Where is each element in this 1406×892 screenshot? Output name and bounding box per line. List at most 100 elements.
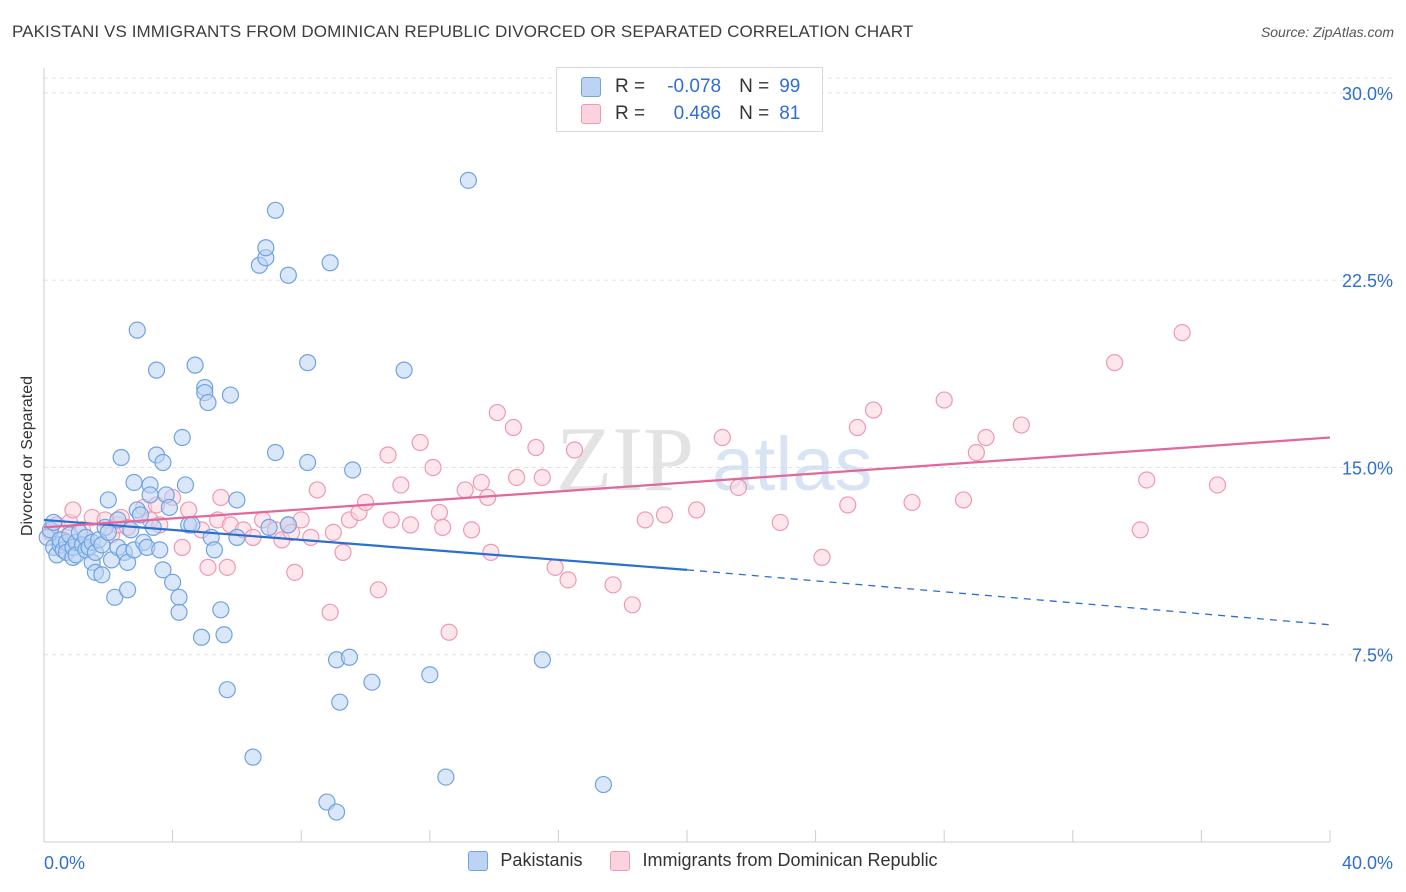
dominican-point <box>392 476 410 494</box>
pakistani-point <box>340 648 359 666</box>
legend-n-label: N = <box>739 76 770 97</box>
dominican-point <box>1173 324 1191 342</box>
legend-label-dominican: Immigrants from Dominican Republic <box>642 850 938 870</box>
dominican-point <box>430 503 449 522</box>
pakistani-point <box>257 239 275 257</box>
dominican-point <box>308 481 326 499</box>
legend-row-pakistanis: R = -0.078 N = 99 <box>581 74 800 100</box>
dominican-point <box>324 523 342 542</box>
pakistani-point <box>395 361 413 379</box>
pakistani-point <box>131 506 150 524</box>
pakistani-point <box>125 473 143 492</box>
dominican-point <box>1208 476 1227 494</box>
axes <box>43 68 1331 843</box>
pakistani-point <box>260 518 278 537</box>
dominican-point <box>456 481 474 499</box>
dominican-point <box>488 403 506 422</box>
pakistani-trend-line <box>43 518 688 571</box>
pakistani-point <box>228 491 246 509</box>
legend-item-dominican[interactable]: Immigrants from Dominican Republic <box>610 850 938 871</box>
dominican-point <box>813 548 831 566</box>
dominican-point <box>527 438 545 457</box>
legend-item-pakistanis[interactable]: Pakistanis <box>468 850 582 871</box>
pakistani-point <box>266 443 285 462</box>
dominican-point <box>212 488 230 507</box>
pakistani-point <box>112 448 130 467</box>
pakistani-trend-extension <box>686 569 1331 626</box>
legend-r-label: R = <box>615 103 646 124</box>
dominican-point <box>1012 416 1030 434</box>
pakistani-point <box>106 588 124 606</box>
x-tick-label: 40.0% <box>1342 853 1393 873</box>
y-tick-label: 7.5% <box>1352 646 1393 666</box>
dominican-point <box>440 623 458 641</box>
dominican-point <box>382 511 400 529</box>
legend-n-value: 99 <box>779 76 801 97</box>
y-tick-label: 22.5% <box>1342 271 1393 291</box>
pakistani-point <box>154 561 172 579</box>
pakistani-point <box>266 201 285 219</box>
pakistani-point <box>160 498 178 517</box>
dominican-point <box>286 563 304 581</box>
pakistani-point <box>93 566 111 584</box>
pakistani-point <box>421 666 439 684</box>
pakistani-point <box>141 486 159 504</box>
dominican-point <box>434 518 452 537</box>
dominican-point <box>636 511 654 529</box>
dominican-point <box>508 468 526 487</box>
legend-n-value: 81 <box>779 103 801 124</box>
dominican-point <box>546 558 564 576</box>
pakistani-point <box>321 254 339 272</box>
pakistani-point <box>533 651 551 669</box>
pakistani-point <box>173 428 191 447</box>
pakistani-point <box>594 775 613 794</box>
dominican-point <box>604 576 622 594</box>
dominican-point <box>903 493 921 512</box>
dominican-point <box>559 571 577 589</box>
source-label: Source: ZipAtlas.com <box>1260 24 1394 40</box>
pakistani-point <box>279 266 297 284</box>
dominican-point <box>334 543 352 561</box>
y-tick-label: 15.0% <box>1342 458 1393 478</box>
dominican-point <box>977 428 995 447</box>
pakistani-point <box>279 516 297 534</box>
pakistani-point <box>186 356 204 374</box>
legend-swatch-pink <box>610 850 631 871</box>
pakistani-point <box>151 541 169 559</box>
legend-label-pakistanis: Pakistanis <box>500 850 583 870</box>
legend-r-value: 0.486 <box>673 103 722 124</box>
dominican-point <box>302 528 320 546</box>
dominican-point <box>688 501 706 519</box>
dominican-point <box>64 501 82 519</box>
dominican-point <box>533 468 551 487</box>
pakistani-point <box>154 453 172 472</box>
watermark: ZIP atlas <box>556 408 873 510</box>
dominican-point <box>424 458 442 477</box>
tick-labels: 7.5% 15.0% 22.5% 30.0% 0.0% 40.0% <box>44 84 1393 873</box>
pakistani-point <box>205 541 223 559</box>
pakistani-point <box>118 581 137 599</box>
dominican-point <box>771 513 789 532</box>
dominican-point <box>504 418 522 437</box>
pakistani-point <box>459 171 477 189</box>
dominican-point <box>623 596 641 614</box>
dominican-point <box>713 428 731 447</box>
legend-row-dominican: R = 0.486 N = 81 <box>581 101 800 127</box>
legend-swatch-blue <box>468 850 489 871</box>
legend-swatch-blue <box>581 77 601 97</box>
correlation-legend: R = -0.078 N = 99 R = 0.486 N = 81 <box>556 67 823 132</box>
dominican-point <box>967 443 985 462</box>
dominican-point <box>218 558 236 576</box>
dominican-point <box>411 433 429 452</box>
legend-n-label: N = <box>739 103 770 124</box>
chart-title: PAKISTANI VS IMMIGRANTS FROM DOMINICAN R… <box>12 22 914 41</box>
pakistani-point <box>331 693 349 711</box>
dominican-point <box>1105 354 1124 372</box>
pakistani-point <box>437 768 455 786</box>
pakistani-point <box>128 321 146 339</box>
pakistani-point <box>170 588 188 606</box>
series-pakistani-points <box>38 171 613 821</box>
dominican-point <box>199 558 217 576</box>
dominican-point <box>173 538 191 556</box>
legend-swatch-pink <box>581 104 601 124</box>
